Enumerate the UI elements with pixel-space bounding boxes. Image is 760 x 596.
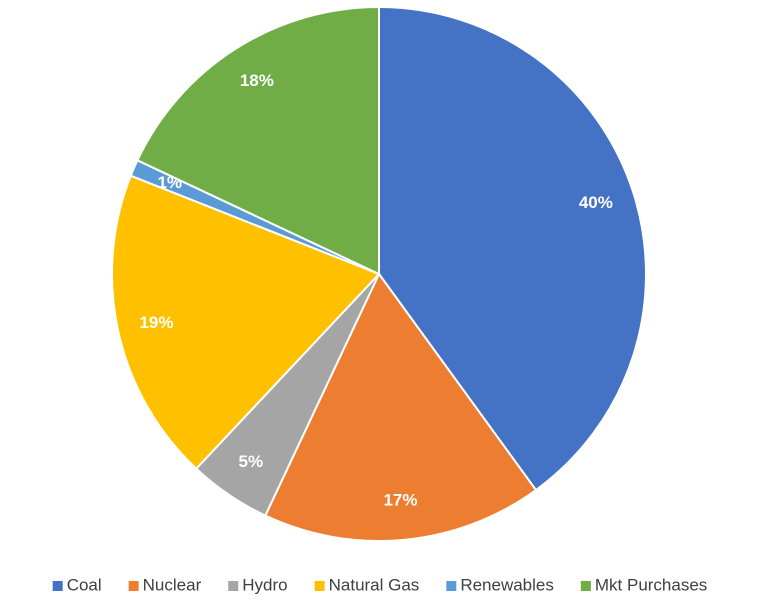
legend-label: Coal bbox=[67, 575, 102, 594]
legend-label: Mkt Purchases bbox=[595, 575, 707, 594]
legend-swatch bbox=[446, 581, 457, 591]
pie-slice bbox=[378, 5, 647, 492]
data-label: 40% bbox=[579, 193, 613, 212]
legend-swatch bbox=[52, 581, 63, 591]
pie-slice bbox=[136, 5, 380, 276]
legend-swatch bbox=[580, 581, 591, 591]
data-label: 19% bbox=[139, 313, 173, 332]
legend-label: Renewables bbox=[460, 575, 554, 594]
pie-slice bbox=[111, 174, 381, 471]
data-label: 5% bbox=[239, 452, 264, 471]
legend-swatch bbox=[128, 581, 139, 591]
legend-swatch bbox=[228, 581, 239, 591]
legend-label: Nuclear bbox=[143, 575, 202, 594]
legend-label: Hydro bbox=[242, 575, 287, 594]
legend-swatch bbox=[314, 581, 325, 591]
legend-label: Natural Gas bbox=[329, 575, 420, 594]
pie-slice bbox=[263, 272, 538, 542]
data-label: 18% bbox=[240, 71, 274, 90]
data-label: 17% bbox=[383, 490, 417, 509]
